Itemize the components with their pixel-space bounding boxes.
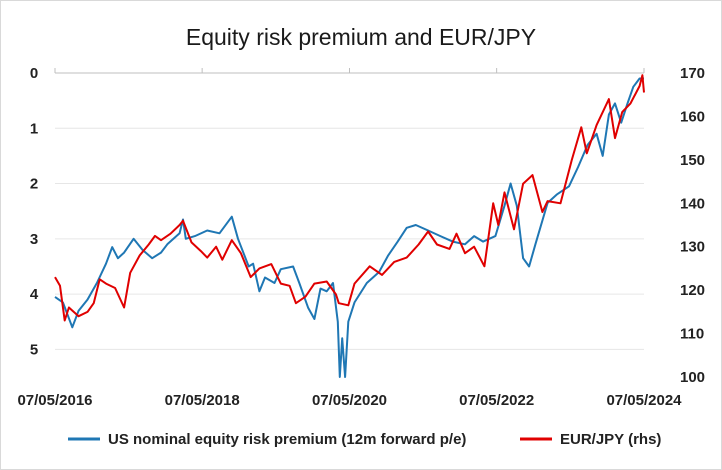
right-tick-label: 130	[680, 239, 705, 256]
x-tick-label: 07/05/2024	[606, 392, 682, 409]
axes: 07/05/2016 07/05/2018 07/05/2020 07/05/2022…	[17, 65, 705, 409]
series-line-equity-risk-premium	[54, 77, 644, 378]
left-tick-label: 2	[30, 176, 38, 193]
right-tick-label: 110	[680, 326, 704, 343]
right-tick-label: 170	[680, 65, 705, 82]
left-tick-label: 1	[30, 120, 38, 137]
x-tick-label: 07/05/2020	[312, 392, 387, 409]
series-line-eurjpy	[54, 74, 645, 322]
right-tick-label: 120	[680, 282, 705, 299]
legend-label: EUR/JPY (rhs)	[560, 431, 661, 448]
left-tick-label: 4	[30, 286, 39, 303]
left-tick-label: 5	[30, 341, 38, 358]
legend-label: US nominal equity risk premium (12m forw…	[108, 431, 466, 448]
right-tick-label: 160	[680, 108, 705, 125]
gridlines	[55, 72, 644, 350]
x-tick-label: 07/05/2018	[165, 392, 240, 409]
right-tick-label: 100	[680, 369, 705, 386]
left-tick-label: 0	[30, 65, 38, 82]
x-tick-label: 07/05/2016	[17, 392, 92, 409]
right-tick-label: 140	[680, 195, 705, 212]
left-tick-label: 3	[30, 231, 38, 248]
x-tick-label: 07/05/2022	[459, 392, 534, 409]
legend: US nominal equity risk premium (12m forw…	[68, 431, 661, 448]
plot-area	[54, 74, 645, 378]
chart-title: Equity risk premium and EUR/JPY	[186, 24, 536, 50]
right-tick-label: 150	[680, 152, 705, 169]
